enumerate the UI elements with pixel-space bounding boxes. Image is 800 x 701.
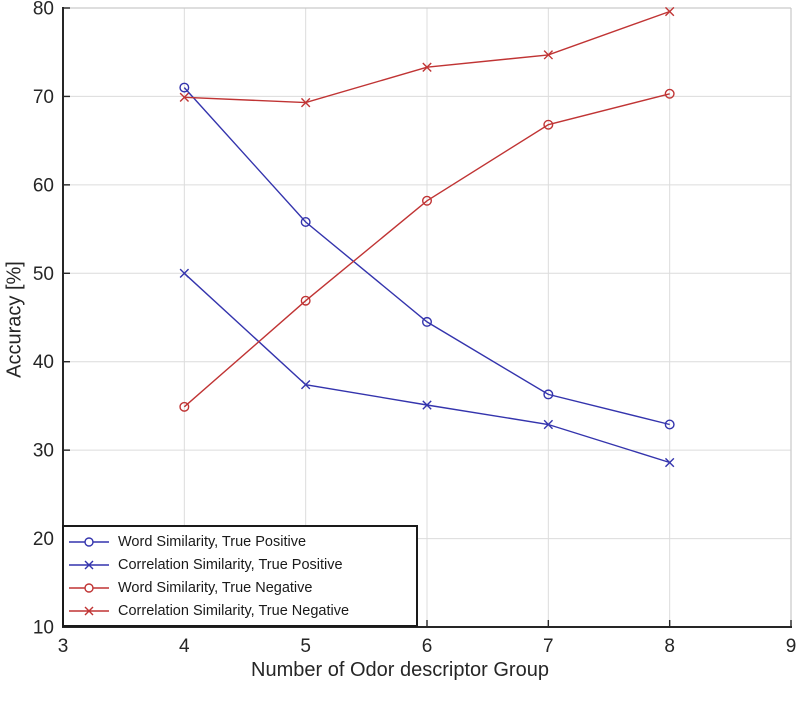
- marker-circle: [422, 316, 433, 327]
- marker-circle: [179, 82, 190, 93]
- marker-circle: [664, 88, 675, 99]
- y-tick-label: 40: [33, 352, 54, 373]
- legend-item-label: Word Similarity, True Positive: [118, 533, 307, 550]
- legend-item: Correlation Similarity, True Positive: [66, 553, 410, 576]
- y-tick-label: 20: [33, 529, 54, 550]
- x-tick-label: 9: [786, 636, 797, 657]
- legend-item: Word Similarity, True Negative: [66, 576, 410, 599]
- y-axis-label: Accuracy [%]: [3, 261, 26, 378]
- marker-circle: [543, 389, 554, 400]
- marker-x: [300, 380, 311, 390]
- marker-circle: [179, 401, 190, 412]
- y-tick-label: 10: [33, 618, 54, 639]
- y-tick-label: 60: [33, 175, 54, 196]
- marker-x: [543, 419, 554, 430]
- legend-line-circle-sample: [69, 536, 109, 547]
- legend-item-label: Word Similarity, True Negative: [118, 579, 313, 596]
- marker-x: [664, 457, 675, 468]
- marker-circle: [422, 195, 433, 206]
- x-tick-label: 3: [58, 636, 69, 657]
- marker-x: [422, 62, 432, 72]
- marker-x: [300, 97, 311, 108]
- marker-x: [664, 6, 675, 17]
- legend-line-circle-sample: [69, 582, 109, 593]
- legend-line-x-sample: [69, 606, 109, 615]
- y-tick-label: 70: [33, 87, 54, 108]
- legend-item-label: Correlation Similarity, True Negative: [118, 602, 350, 619]
- y-tick-label: 30: [33, 441, 54, 462]
- x-tick-label: 4: [179, 636, 190, 657]
- y-tick-label: 50: [33, 264, 54, 285]
- x-tick-label: 6: [422, 636, 433, 657]
- x-tick-label: 7: [543, 636, 554, 657]
- marker-x: [543, 50, 554, 60]
- marker-circle: [300, 216, 311, 227]
- x-tick-label: 8: [664, 636, 675, 657]
- y-tick-label: 80: [33, 0, 54, 20]
- marker-x: [179, 268, 190, 278]
- legend: Word Similarity, True Positive Correlatio…: [62, 525, 418, 627]
- legend-item-label: Correlation Similarity, True Positive: [118, 556, 343, 573]
- legend-line-x-sample: [69, 560, 109, 569]
- series-line: [183, 87, 670, 426]
- marker-circle: [664, 419, 675, 430]
- legend-item: Correlation Similarity, True Negative: [66, 599, 410, 622]
- marker-x: [422, 400, 432, 410]
- marker-x: [179, 92, 190, 103]
- series-line: [183, 93, 670, 408]
- x-axis-label: Number of Odor descriptor Group: [251, 659, 549, 681]
- x-tick-label: 5: [300, 636, 311, 657]
- legend-item: Word Similarity, True Positive: [66, 530, 410, 553]
- marker-circle: [543, 119, 554, 130]
- marker-circle: [300, 295, 311, 306]
